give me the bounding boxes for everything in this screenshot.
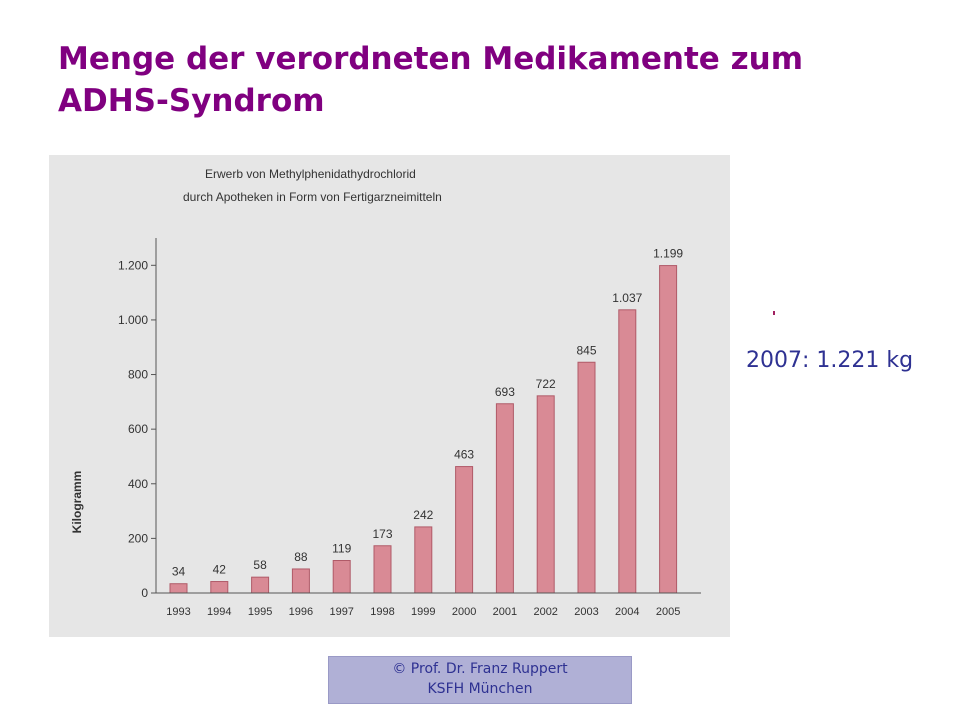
bar-chart: Erwerb von Methylphenidathydrochlorid du… [70, 167, 701, 618]
side-note-2007: 2007: 1.221 kg [746, 348, 914, 373]
bar-1998 [373, 545, 392, 594]
bar-2005 [659, 265, 678, 594]
data-label-2000: 463 [454, 448, 474, 462]
x-tick-label-2001: 2001 [493, 606, 517, 618]
data-label-1999: 242 [413, 508, 433, 522]
x-tick-label-2004: 2004 [615, 606, 639, 618]
bars: 34 42 58 88 119 173 242 463 693 722 845 1.037 1.199 [169, 247, 683, 594]
bar-1997 [332, 560, 351, 594]
x-tick-label-2003: 2003 [574, 606, 598, 618]
bar-2000 [455, 466, 474, 594]
data-label-1997: 119 [332, 542, 351, 556]
x-tick-label-1993: 1993 [166, 606, 190, 618]
y-tick-label: 600 [128, 422, 148, 436]
data-label-2001: 693 [495, 385, 515, 399]
data-label-2002: 722 [536, 377, 556, 391]
chart-subtitle: durch Apotheken in Form von Fertigarznei… [183, 190, 442, 204]
bar-1999 [414, 526, 433, 594]
credit-institution: KSFH München [427, 681, 533, 697]
slide-title: Menge der verordneten Medikamente zum AD… [58, 41, 804, 119]
y-tick-label: 800 [128, 368, 148, 382]
bar-1996 [291, 568, 310, 594]
x-tick-label-2002: 2002 [533, 606, 557, 618]
x-tick-label-1998: 1998 [370, 606, 394, 618]
x-tick-label-1999: 1999 [411, 606, 435, 618]
credit-box: © Prof. Dr. Franz Ruppert KSFH München [328, 656, 632, 704]
x-axis: 1993 1994 1995 1996 1997 1998 1999 2000 2001 2002… [166, 606, 680, 618]
data-label-1994: 42 [213, 563, 227, 577]
bar-2002 [536, 395, 555, 594]
x-tick-label-2000: 2000 [452, 606, 476, 618]
data-label-1996: 88 [294, 550, 308, 564]
data-label-2005: 1.199 [653, 247, 683, 261]
data-label-1993: 34 [172, 565, 186, 579]
y-axis-label: Kilogramm [70, 471, 84, 534]
y-tick-label: 1.000 [118, 313, 148, 327]
chart-title: Erwerb von Methylphenidathydrochlorid [205, 167, 416, 181]
x-tick-label-1996: 1996 [289, 606, 313, 618]
x-tick-label-2005: 2005 [656, 606, 680, 618]
bar-2003 [577, 361, 596, 594]
data-label-2004: 1.037 [612, 291, 642, 305]
y-axis: 0 200 400 600 800 1.000 1.200 [118, 258, 156, 600]
data-label-1995: 58 [253, 558, 267, 572]
x-tick-label-1997: 1997 [329, 606, 353, 618]
bar-1995 [251, 576, 270, 594]
y-tick-label: 200 [128, 531, 148, 545]
bar-2004 [618, 309, 637, 594]
bar-1994 [210, 581, 229, 594]
bar-2001 [495, 403, 514, 594]
data-label-1998: 173 [372, 527, 392, 541]
y-tick-label: 400 [128, 477, 148, 491]
chart-panel: Erwerb von Methylphenidathydrochlorid du… [49, 155, 775, 637]
bar-1993 [169, 583, 188, 594]
y-tick-label: 0 [141, 586, 148, 600]
data-label-2003: 845 [576, 343, 596, 357]
x-tick-label-1994: 1994 [207, 606, 231, 618]
y-tick-label: 1.200 [118, 258, 148, 272]
panel-corner-mark [773, 311, 775, 315]
x-tick-label-1995: 1995 [248, 606, 272, 618]
credit-author: © Prof. Dr. Franz Ruppert [392, 661, 568, 677]
